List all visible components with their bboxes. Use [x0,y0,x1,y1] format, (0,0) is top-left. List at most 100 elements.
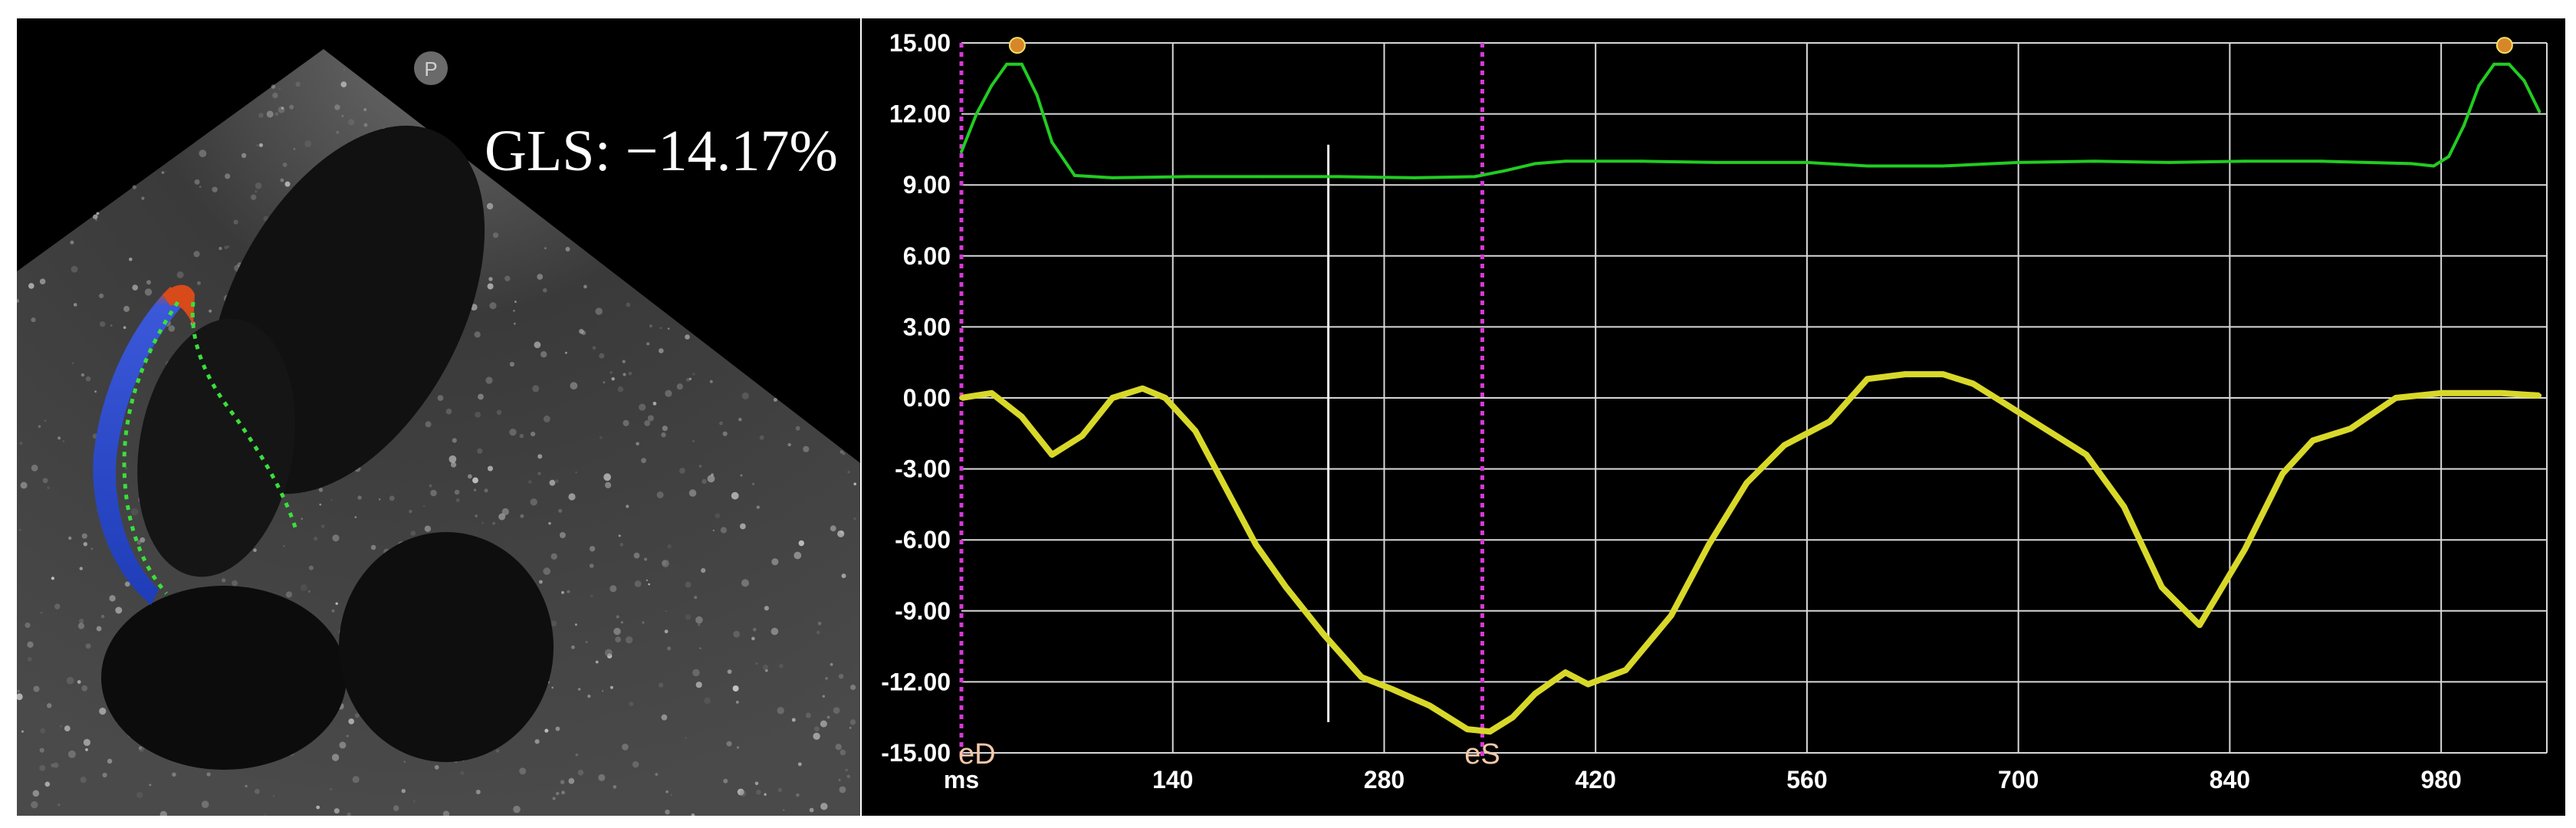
speckle-dot [455,498,460,502]
series-point [1533,162,1537,166]
speckle-dot [201,800,209,808]
speckle-dot [825,677,828,680]
speckle-dot [149,784,152,787]
speckle-dot [777,707,784,715]
series-point [2409,162,2413,166]
speckle-dot [330,499,333,501]
speckle-dot [589,564,594,568]
speckle-dot [579,329,584,334]
speckle-dot [341,114,344,117]
speckle-dot [835,744,842,751]
speckle-dot [280,178,284,182]
speckle-dot [699,647,702,649]
speckle-dot [667,544,672,549]
speckle-dot [314,537,318,541]
speckle-dot [389,495,395,501]
speckle-dot [492,232,499,238]
peak-marker-icon[interactable] [1008,37,1026,54]
speckle-dot [741,392,749,399]
speckle-dot [632,761,639,768]
speckle-dot [626,302,631,307]
speckle-dot [513,322,516,325]
speckle-dot [445,408,452,415]
speckle-dot [498,513,506,521]
speckle-dot [199,186,202,189]
speckle-dot [17,299,20,303]
y-tick-label: 3.00 [903,313,951,340]
speckle-dot [771,558,779,566]
speckle-dot [339,741,347,749]
speckle-dot [318,488,324,492]
speckle-dot [109,595,116,602]
grid-layer [961,42,2548,754]
speckle-dot [379,498,381,501]
speckle-dot [85,376,91,382]
speckle-dot [256,144,259,147]
speckle-dot [51,577,54,580]
speckle-dot [575,471,577,474]
speckle-dot [646,342,650,346]
speckle-dot [837,530,845,537]
speckle-dot [787,442,791,447]
speckle-dot [71,265,78,273]
speckle-dot [496,409,502,416]
speckle-dot [352,776,360,784]
series-point [1035,93,1039,97]
speckle-dot [307,590,310,593]
p-badge [414,51,448,85]
speckle-dot [53,762,59,768]
speckle-dot [308,565,314,570]
series-point [1827,419,1832,424]
series-point [1050,140,1054,144]
speckle-dot [544,728,549,733]
series-point [1283,584,1289,590]
strain-chart: 15.00 12.00 9.00 6.00 3.00 0.00 -3.00 -6.00 -9.0… [881,29,2548,794]
speckle-dot [144,288,153,296]
speckle-dot [655,773,659,776]
speckle-dot [460,770,465,775]
series-point [1940,372,1946,377]
peak-marker-icon[interactable] [2496,37,2513,54]
speckle-dot [487,283,494,290]
speckle-dot [422,504,426,508]
series-point [2243,159,2247,163]
speckle-dot [685,581,692,588]
speckle-dot [363,123,368,127]
speckle-dot [47,486,50,489]
speckle-dot [665,809,670,815]
speckle-dot [604,649,613,657]
series-point [1585,682,1591,687]
series-point [2537,393,2542,398]
speckle-dot [830,662,833,666]
speckle-dot [25,622,31,629]
speckle-dot [715,513,721,519]
speckle-dot [139,746,142,750]
echo-image: P [17,49,860,816]
speckle-dot [719,421,723,426]
speckle-dot [495,749,500,753]
speckle-dot [539,580,543,584]
speckle-dot [688,489,697,497]
speckle-dot [194,179,200,185]
series-point [1254,542,1259,547]
speckle-dot [595,660,599,664]
speckle-dot [509,362,515,367]
speckle-dot [193,251,200,258]
speckle-dot [284,181,291,187]
speckle-dot [99,708,107,715]
speckle-dot [695,682,702,688]
speckle-dot [537,454,543,459]
speckle-dot [285,591,293,598]
speckle-dot [334,808,340,814]
speckle-dot [764,669,768,672]
series-point [989,390,994,396]
speckle-dot [347,812,351,816]
speckle-dot [633,552,640,559]
speckle-dot [754,781,759,786]
speckle-dot [206,772,211,777]
speckle-dot [617,386,624,393]
speckle-dot [603,381,606,384]
series-point [1079,433,1085,439]
speckle-dot [555,479,559,483]
speckle-dot [85,643,91,649]
